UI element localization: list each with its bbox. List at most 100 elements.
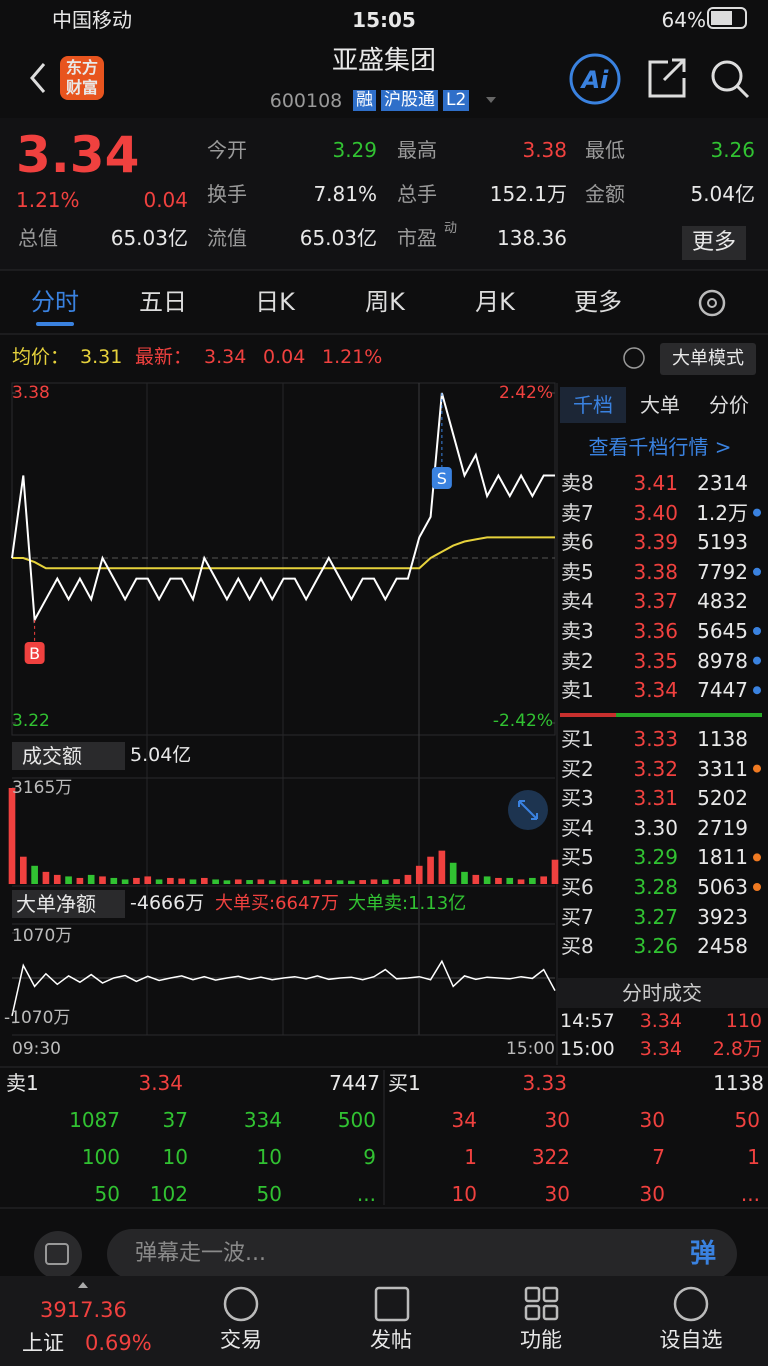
price-tick: 3.22	[12, 711, 50, 731]
search-icon[interactable]	[711, 60, 743, 92]
mode-button[interactable]	[660, 343, 756, 375]
volume-bar	[31, 865, 38, 884]
func-icon[interactable]	[524, 1286, 541, 1303]
book-tab[interactable]: 分价	[709, 393, 749, 417]
book-label: 买5	[561, 845, 594, 870]
volume-bar	[8, 788, 16, 884]
dropdown-icon[interactable]	[486, 97, 496, 103]
more-button[interactable]: 更多	[681, 226, 747, 260]
flag-dot	[753, 883, 761, 891]
tab[interactable]: 分时	[31, 288, 79, 316]
book-ratio-sell	[560, 713, 616, 717]
queue-order: 10	[256, 1145, 282, 1169]
trade-time: 15:00	[560, 1038, 615, 1060]
trade-price: 3.34	[639, 1010, 682, 1032]
volume-bar	[19, 856, 27, 884]
trade-volume: 2.8万	[712, 1038, 762, 1060]
watch-icon[interactable]	[673, 1286, 709, 1322]
avg-value: 3.31	[80, 346, 123, 368]
time-start: 09:30	[12, 1039, 61, 1059]
book-volume: 2314	[697, 471, 748, 495]
volume-bar	[110, 877, 118, 884]
price-line	[11, 392, 555, 624]
book-price: 3.36	[633, 619, 678, 643]
back-icon[interactable]	[30, 63, 46, 93]
queue-order: 30	[544, 1182, 570, 1206]
mode-label[interactable]: 大单模式	[672, 348, 744, 369]
book-label: 卖1	[561, 678, 594, 703]
queue-order: 100	[81, 1145, 120, 1169]
index-arrow[interactable]	[78, 1282, 88, 1288]
queue-price: 3.33	[522, 1071, 567, 1095]
book-tab[interactable]: 千档	[573, 393, 613, 417]
tab[interactable]: 月K	[475, 288, 515, 316]
nav-item[interactable]: 功能	[520, 1328, 562, 1352]
book-link[interactable]: 查看千档行情 >	[588, 435, 732, 459]
ai-icon[interactable]	[569, 53, 621, 105]
logo: 财富	[65, 78, 99, 97]
volume-bar	[461, 871, 468, 884]
settings-icon[interactable]	[698, 289, 726, 317]
book-volume: 7792	[697, 559, 748, 584]
danmaku-button[interactable]: 弹	[689, 1239, 717, 1269]
book-label: 卖8	[561, 471, 594, 495]
volume-tag[interactable]	[12, 742, 125, 770]
nav-item[interactable]: 交易	[220, 1328, 262, 1352]
tab[interactable]: 五日	[139, 288, 187, 316]
comment-icon[interactable]	[34, 1231, 82, 1279]
field-label: 流值	[207, 226, 247, 250]
volume-bar	[144, 876, 152, 884]
share-icon[interactable]	[648, 58, 686, 98]
book-label: 卖6	[561, 530, 594, 555]
comment-input[interactable]	[107, 1229, 737, 1279]
book-label: 卖5	[561, 559, 594, 584]
volume-bar	[268, 880, 276, 884]
field-label: 最低	[585, 138, 625, 162]
queue-order: 50	[734, 1108, 760, 1132]
volume-label[interactable]: 成交额	[22, 744, 82, 768]
volume-bar	[178, 878, 186, 884]
trade-icon[interactable]	[223, 1286, 259, 1322]
volume-bar	[325, 880, 333, 884]
help-icon[interactable]	[623, 347, 645, 369]
book-label: 卖4	[561, 589, 594, 614]
net-line	[11, 959, 556, 1017]
flag-dot	[753, 508, 761, 517]
queue-order: 7	[652, 1145, 665, 1169]
trade-volume: 110	[725, 1010, 762, 1032]
net-tag[interactable]	[12, 890, 125, 918]
tab[interactable]: 日K	[255, 288, 295, 316]
volume-bar	[370, 879, 378, 884]
stock-code: 600108	[269, 90, 343, 112]
volume-bar	[529, 877, 536, 884]
comment-placeholder[interactable]: 弹幕走一波...	[135, 1241, 266, 1266]
comment-icon-shape	[45, 1243, 69, 1265]
volume-bar	[483, 876, 491, 884]
nav-item[interactable]: 设自选	[659, 1328, 723, 1352]
expand-icon	[518, 800, 538, 820]
nav-item[interactable]: 发帖	[370, 1328, 412, 1352]
book-tab[interactable]: 大单	[640, 393, 680, 417]
stock-name: 亚盛集团	[331, 46, 437, 76]
book-tab-active[interactable]	[560, 387, 626, 423]
tag: 沪股通	[381, 90, 438, 111]
volume-bar	[551, 859, 559, 884]
tab[interactable]: 周K	[365, 288, 405, 316]
book-price: 3.38	[633, 559, 678, 584]
net-label[interactable]: 大单净额	[16, 892, 96, 916]
queue-order: 334	[243, 1108, 282, 1132]
book-price: 3.28	[633, 875, 678, 899]
tab[interactable]: 更多	[574, 288, 622, 316]
volume-bar	[314, 879, 321, 884]
trades-title: 分时成交	[622, 981, 702, 1005]
post-icon[interactable]	[374, 1286, 410, 1322]
volume-bar	[540, 876, 548, 884]
volume-bar	[449, 862, 457, 884]
trade-marker-text: S	[437, 469, 447, 488]
volume-bar	[359, 880, 367, 884]
field-value: 5.04亿	[690, 182, 755, 206]
book-price: 3.29	[633, 845, 678, 870]
book-volume: 1811	[697, 845, 748, 870]
carrier: 中国移动	[52, 8, 132, 32]
book-volume: 5193	[697, 530, 748, 555]
